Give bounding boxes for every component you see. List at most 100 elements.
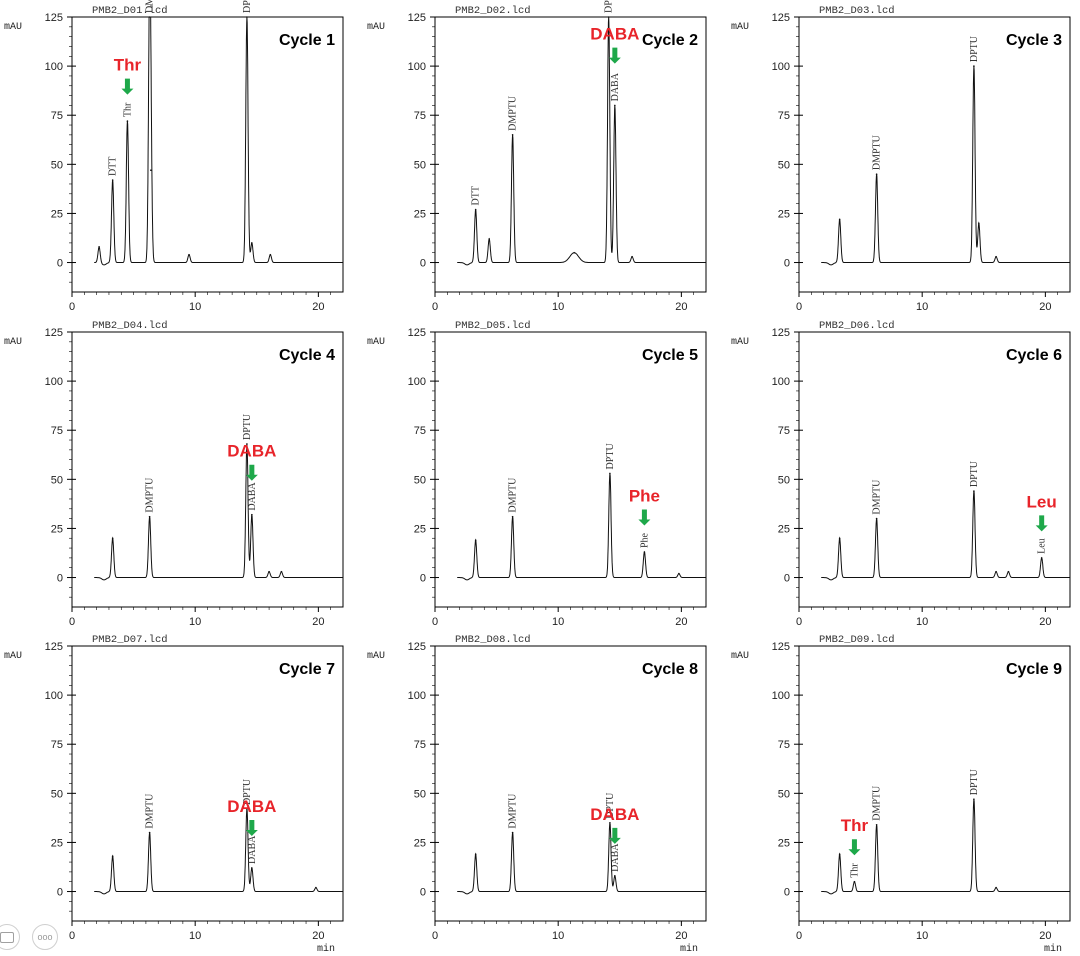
plot-frame xyxy=(798,645,1071,922)
peak-label: Thr xyxy=(122,102,133,117)
x-tick-label: 20 xyxy=(312,616,324,628)
x-tick-label: 10 xyxy=(916,930,928,942)
peak-point xyxy=(111,855,114,857)
peak-point xyxy=(148,16,151,18)
peak-label: DMPTU xyxy=(145,793,156,829)
plot-frame xyxy=(798,331,1071,608)
peak-label: DMPTU xyxy=(872,134,883,170)
y-tick-label: 100 xyxy=(408,376,426,388)
file-name: PMB2_D01.lcd xyxy=(92,5,168,17)
plot-frame xyxy=(434,16,707,293)
y-unit-label: mAU xyxy=(4,337,22,348)
y-unit-label: mAU xyxy=(731,651,749,662)
peak-label: DABA xyxy=(610,72,621,101)
y-tick-label: 25 xyxy=(414,208,426,220)
y-tick-label: 125 xyxy=(772,641,790,653)
chart-panel-2: PMB2_D02.lcd mAU 0 25 50 75 100 125 0 10 20 DTT DMPT… xyxy=(367,0,707,313)
annotation-label: Leu xyxy=(1027,492,1057,511)
y-tick-label: 125 xyxy=(408,641,426,653)
y-tick-label: 0 xyxy=(784,258,790,270)
y-tick-label: 125 xyxy=(45,641,63,653)
y-tick-label: 100 xyxy=(45,376,63,388)
y-tick-label: 0 xyxy=(420,573,426,585)
y-tick-label: 25 xyxy=(51,208,63,220)
y-tick-label: 25 xyxy=(51,523,63,535)
y-tick-label: 75 xyxy=(51,739,63,751)
peak-point xyxy=(995,570,997,573)
peak-point xyxy=(511,134,514,136)
peak-point xyxy=(875,517,878,520)
x-tick-label: 10 xyxy=(916,616,928,628)
peak-point xyxy=(315,886,317,889)
peak-point xyxy=(474,853,477,856)
peak-point xyxy=(98,246,100,248)
peak-point xyxy=(678,572,680,575)
x-tick-label: 10 xyxy=(189,930,201,942)
y-tick-label: 100 xyxy=(45,61,63,73)
chart-title: Cycle 1 xyxy=(279,32,335,49)
y-tick-label: 75 xyxy=(778,739,790,751)
peak-label: DMPTU xyxy=(508,477,519,513)
peak-label: Thr xyxy=(849,863,860,878)
y-tick-label: 75 xyxy=(778,425,790,437)
peak-point xyxy=(126,120,129,122)
y-tick-label: 75 xyxy=(414,110,426,122)
file-name: PMB2_D04.lcd xyxy=(92,320,168,332)
y-tick-label: 50 xyxy=(51,474,63,486)
peak-label: DPTU xyxy=(969,460,980,487)
peak-point xyxy=(111,179,114,181)
trace-line xyxy=(457,822,706,895)
file-name: PMB2_D09.lcd xyxy=(819,634,895,646)
annotation-label: Thr xyxy=(841,816,869,835)
peak-point xyxy=(614,875,616,877)
x-tick-label: 20 xyxy=(1039,616,1051,628)
y-tick-label: 50 xyxy=(778,474,790,486)
peak-point xyxy=(474,208,477,211)
peak-point xyxy=(853,880,856,883)
chart-panel-6: PMB2_D06.lcd mAU 0 25 50 75 100 125 0 10 20 DMPTU DP… xyxy=(731,320,1071,628)
peak-label: DMPTU xyxy=(508,793,519,829)
peak-point xyxy=(973,798,975,801)
file-name: PMB2_D07.lcd xyxy=(92,634,168,646)
peak-point xyxy=(609,472,611,475)
peak-point xyxy=(978,222,980,225)
annotation-label: DABA xyxy=(227,442,276,461)
chart-title: Cycle 7 xyxy=(279,661,335,678)
green-arrow-icon xyxy=(121,78,134,95)
x-tick-label: 0 xyxy=(796,616,802,628)
peak-label: DMPTU xyxy=(145,0,156,13)
y-tick-label: 100 xyxy=(772,690,790,702)
y-tick-label: 125 xyxy=(45,327,63,339)
peak-point xyxy=(511,515,514,518)
x-tick-label: 0 xyxy=(796,301,802,313)
peak-label: DMPTU xyxy=(508,95,519,131)
trace-line xyxy=(94,443,343,581)
peak-label: DPTU xyxy=(969,35,980,62)
x-tick-label: 10 xyxy=(189,301,201,313)
x-tick-label: 0 xyxy=(69,301,75,313)
green-arrow-icon xyxy=(1035,515,1048,532)
chart-title: Cycle 8 xyxy=(642,661,698,678)
x-tick-label: 20 xyxy=(675,930,687,942)
peak-label: Phe xyxy=(639,532,650,548)
y-tick-label: 0 xyxy=(57,258,63,270)
more-button[interactable]: ooo xyxy=(32,924,58,950)
y-tick-label: 75 xyxy=(778,110,790,122)
peak-point xyxy=(268,570,270,573)
chart-panel-5: PMB2_D05.lcd mAU 0 25 50 75 100 125 0 10 20 DMPTU DP… xyxy=(367,320,707,628)
comment-button[interactable] xyxy=(0,924,20,950)
green-arrow-icon xyxy=(848,839,861,856)
y-tick-label: 125 xyxy=(45,12,63,24)
trace-line xyxy=(821,799,1070,895)
peak-label: DTT xyxy=(108,157,119,176)
peak-point xyxy=(573,251,575,254)
plot-frame xyxy=(71,645,344,922)
peak-point xyxy=(995,886,997,889)
x-tick-label: 20 xyxy=(675,616,687,628)
y-tick-label: 50 xyxy=(51,788,63,800)
y-tick-label: 100 xyxy=(772,376,790,388)
y-tick-label: 50 xyxy=(414,788,426,800)
peak-point xyxy=(488,238,491,240)
peak-point xyxy=(995,255,997,258)
